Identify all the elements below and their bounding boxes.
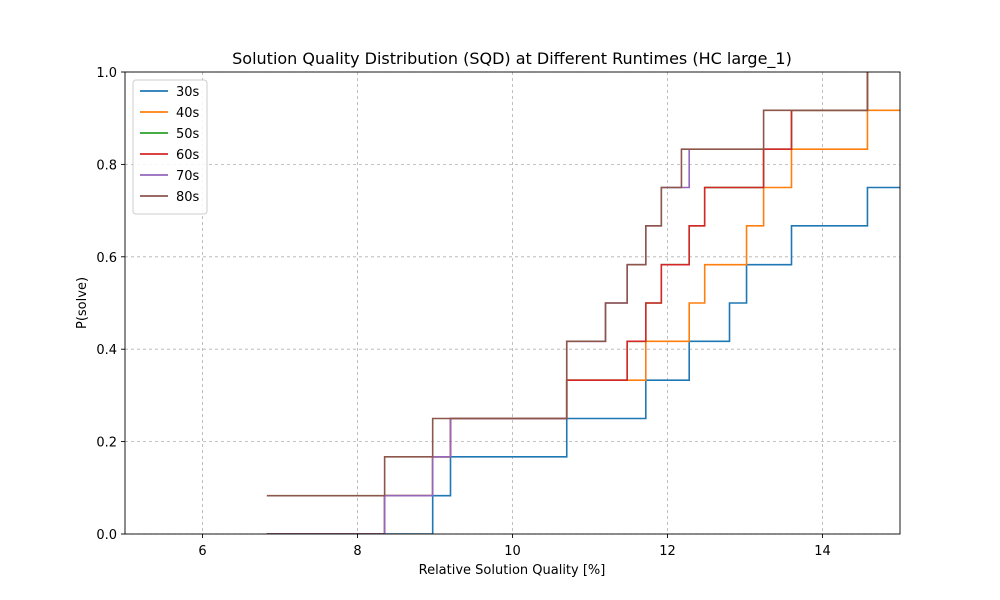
x-tick-label: 8	[353, 544, 361, 559]
series-line-30s	[266, 186, 900, 534]
legend-label-50s: 50s	[176, 127, 200, 142]
x-tick-label: 14	[814, 544, 831, 559]
legend-label-80s: 80s	[176, 190, 200, 205]
series-line-40s	[266, 109, 900, 534]
legend-label-30s: 30s	[176, 85, 200, 100]
x-tick-label: 6	[198, 544, 206, 559]
y-tick-label: 0.2	[96, 436, 117, 451]
y-tick-label: 0.4	[96, 343, 117, 358]
x-tick-label: 12	[659, 544, 676, 559]
series-line-60s	[266, 72, 869, 534]
axes: 6 8 10 12 14 0.0 0.2 0.4 0.6 0.8 1.0	[96, 66, 901, 559]
y-tick-label: 0.6	[96, 251, 117, 266]
series-line-80s	[266, 72, 869, 497]
series-lines	[266, 72, 900, 534]
y-axis-label: P(solve)	[75, 277, 90, 329]
grid	[125, 71, 900, 535]
y-tick-label: 1.0	[96, 66, 117, 81]
chart-title: Solution Quality Distribution (SQD) at D…	[232, 49, 792, 69]
legend-label-70s: 70s	[176, 169, 200, 184]
legend-box	[132, 79, 208, 215]
legend-label-60s: 60s	[176, 148, 200, 163]
series-line-70s	[266, 149, 690, 534]
y-tick-label: 0.0	[96, 528, 117, 543]
y-tick-label: 0.8	[96, 158, 117, 173]
legend: 30s 40s 50s 60s 70s 80s	[132, 79, 208, 215]
x-tick-label: 10	[504, 544, 521, 559]
series-line-50s	[266, 72, 869, 534]
x-axis-label: Relative Solution Quality [%]	[419, 563, 606, 578]
legend-label-40s: 40s	[176, 106, 200, 121]
